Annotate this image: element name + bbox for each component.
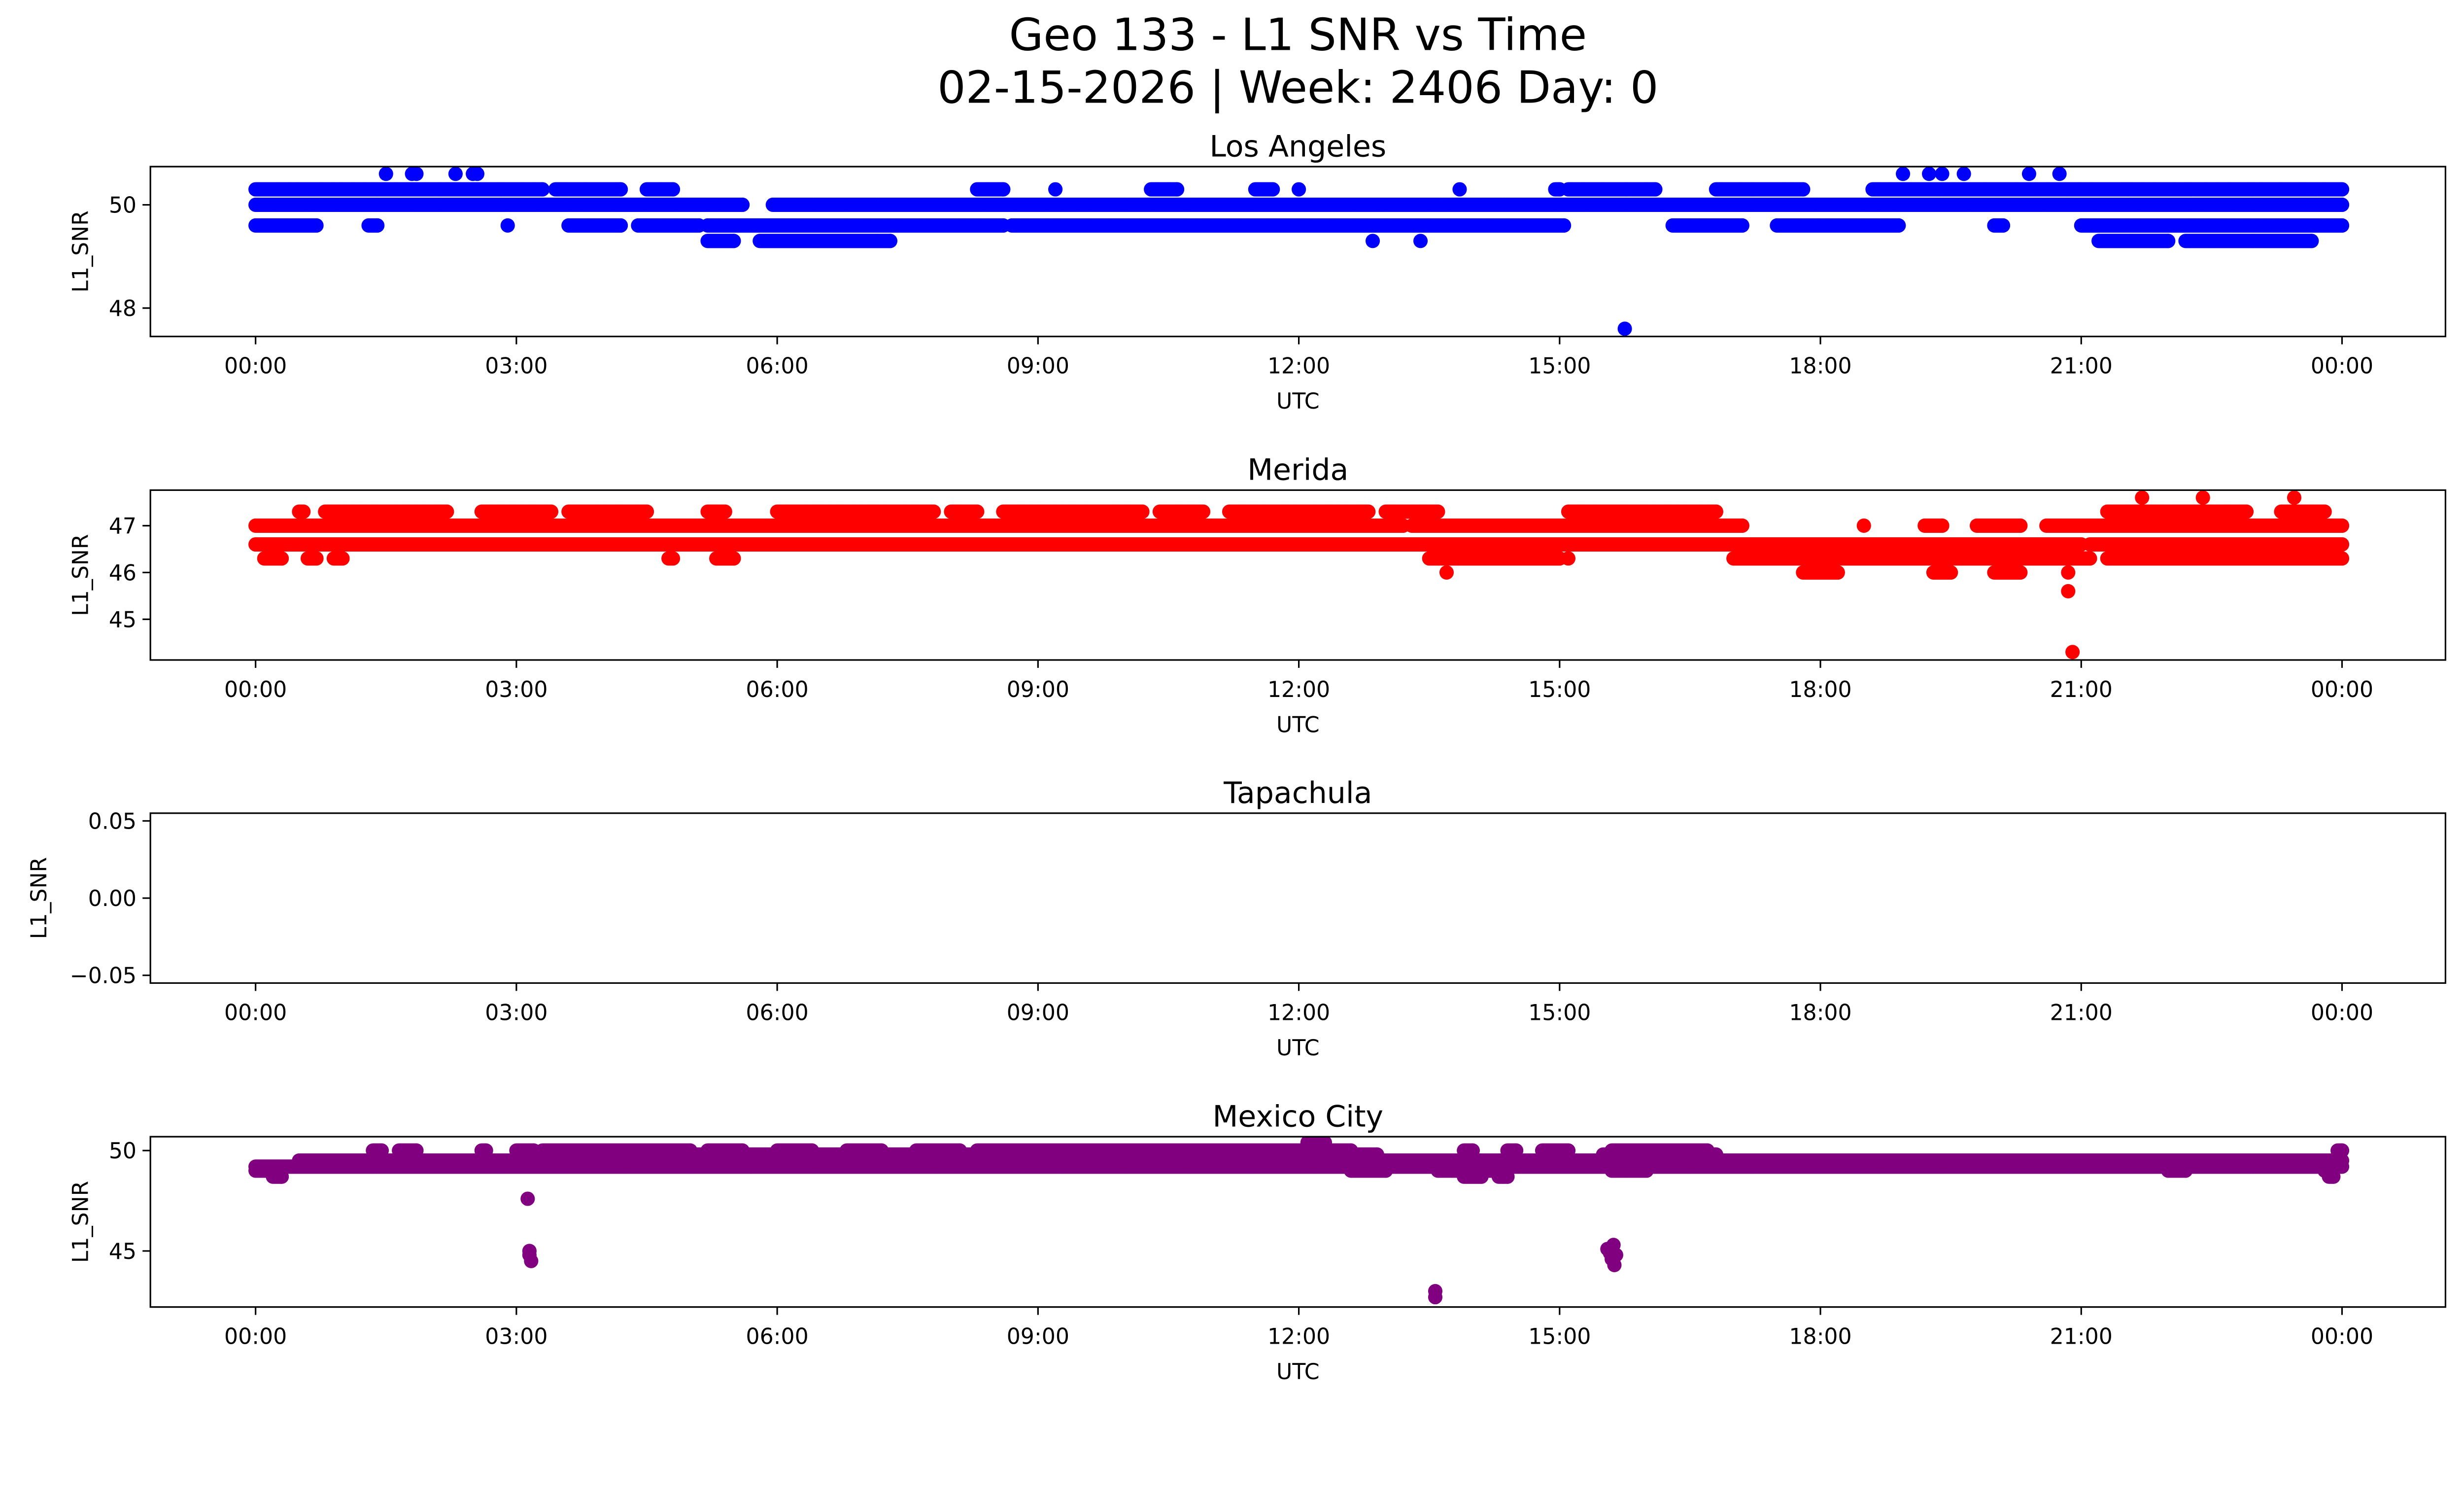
data-point (2334, 218, 2350, 233)
y-tick-label: 50 (109, 193, 137, 218)
data-point (613, 182, 628, 197)
data-point (735, 197, 750, 212)
figure-title-line1: Geo 133 - L1 SNR vs Time (1009, 9, 1587, 61)
subplots: Los Angeles 00:00 03:00 06:00 09:00 12:00 15:0… (27, 129, 2447, 1385)
axes-frame (149, 166, 2447, 338)
data-point (370, 218, 385, 233)
data-point (665, 182, 680, 197)
data-point (2304, 234, 2319, 248)
data-point (409, 167, 424, 181)
data-point (440, 504, 454, 519)
subplot-title: Merida (1247, 453, 1348, 487)
data-point (1169, 182, 1185, 197)
data-point (1048, 182, 1063, 197)
y-tick-label: 48 (109, 296, 137, 321)
data-point (1935, 167, 1950, 181)
data-point (2334, 197, 2350, 212)
snr-level-run (292, 504, 2332, 519)
data-point (2052, 167, 2067, 181)
figure: Geo 133 - L1 SNR vs Time 02-15-2026 | We… (27, 9, 2447, 1385)
x-tick-label: 00:00 (224, 354, 287, 379)
data-point (2021, 167, 2037, 181)
data-point (1617, 321, 1632, 336)
data-point (544, 504, 558, 519)
data-point (448, 167, 463, 181)
subplot-los-angeles: Los Angeles 00:00 03:00 06:00 09:00 12:00 15:0… (68, 129, 2447, 414)
data-point (1896, 167, 1911, 181)
figure-title-line2: 02-15-2026 | Week: 2406 Day: 0 (937, 62, 1658, 113)
data-point (613, 218, 628, 233)
data-point (1956, 167, 1971, 181)
x-tick-label: 21:00 (2050, 354, 2113, 379)
data-point (1292, 182, 1306, 197)
x-tick-label: 09:00 (1007, 354, 1069, 379)
scatter-series (248, 167, 2350, 336)
data-point (883, 234, 897, 248)
x-tick-label: 06:00 (746, 354, 809, 379)
x-tick-label: 18:00 (1789, 354, 1851, 379)
data-point (639, 504, 654, 519)
data-point (1921, 167, 1937, 181)
snr-level-run (248, 182, 2350, 197)
scatter-series (248, 490, 2350, 660)
snr-level-run (248, 218, 2350, 233)
data-point (309, 218, 324, 233)
data-point (378, 167, 393, 181)
subplot-title: Los Angeles (1209, 129, 1386, 164)
data-point (1735, 218, 1749, 233)
y-axis-label: L1_SNR (68, 210, 93, 292)
data-point (1995, 218, 2011, 233)
data-point (1452, 182, 1467, 197)
data-point (470, 167, 485, 181)
data-point (1266, 182, 1280, 197)
data-point (2161, 234, 2176, 248)
x-tick-label: 00:00 (2311, 354, 2373, 379)
x-tick-label: 15:00 (1528, 354, 1591, 379)
data-point (535, 182, 550, 197)
x-axis-label: UTC (1276, 389, 1319, 414)
data-point (1796, 182, 1811, 197)
data-point (1648, 182, 1663, 197)
data-point (296, 504, 311, 519)
x-tick-label: 03:00 (485, 354, 548, 379)
data-point (2334, 182, 2350, 197)
data-point (1365, 234, 1380, 248)
data-point (996, 182, 1011, 197)
snr-level-run (248, 197, 2350, 212)
x-tick-label: 12:00 (1267, 354, 1330, 379)
data-point (500, 218, 515, 233)
data-point (726, 234, 741, 248)
data-point (1557, 218, 1572, 233)
data-point (1891, 218, 1906, 233)
data-point (718, 504, 732, 519)
snr-level-run (700, 234, 2319, 248)
data-point (1413, 234, 1428, 248)
